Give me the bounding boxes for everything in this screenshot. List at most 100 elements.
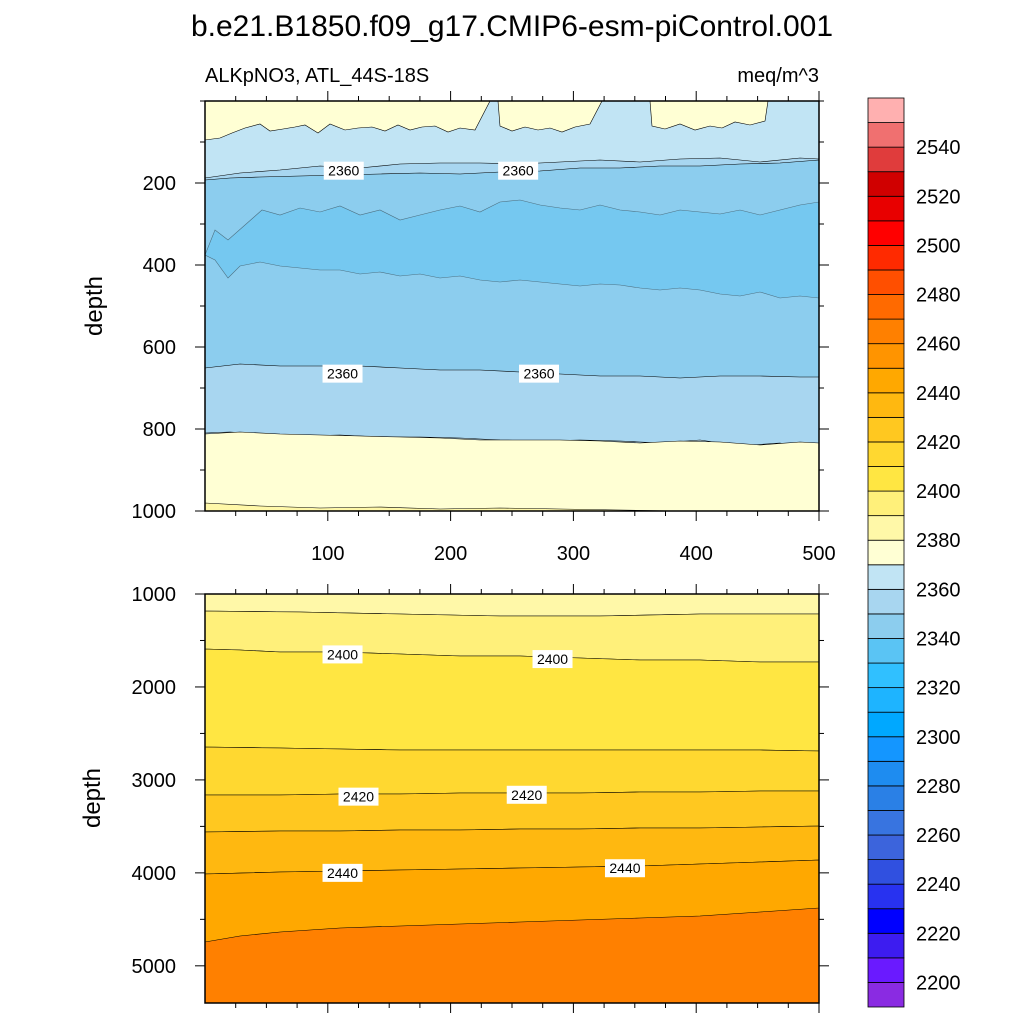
colorbar: 2200 2220 2240 2260 2280 2300 2320 2340 2360 2380… [867,97,961,1008]
colorbar-label: 2360 [916,579,961,601]
lower-band-2410 [205,648,819,752]
upper-band-surface-yellow-3 [649,101,769,131]
y-tick-label: 1000 [132,501,177,523]
colorbar-label: 2460 [916,334,961,356]
colorbar-swatch [867,490,905,517]
y-tick-label: 3000 [132,770,177,792]
colorbar-swatch [867,122,905,148]
colorbar-swatch [867,982,905,1008]
colorbar-label: 2380 [916,530,961,552]
y-tick-label: 5000 [132,956,177,978]
colorbar-swatch [867,711,905,738]
colorbar-swatch [867,466,905,492]
colorbar-label: 2520 [916,186,961,208]
upper-ylabel: depth [81,276,108,336]
colorbar-swatch [867,957,905,983]
colorbar-swatch [867,294,905,320]
colorbar-swatch [867,171,905,197]
colorbar-swatch [867,908,905,934]
colorbar-swatch [867,515,905,541]
lower-panel: 2400 2400 2420 2420 2440 2440 1000 2000 3000 400… [79,584,829,1013]
colorbar-swatch [867,588,905,615]
y-tick-label: 2000 [132,677,177,699]
upper-contour-labels: 2360 2360 2360 2360 [322,161,560,383]
colorbar-label: 2400 [916,481,961,503]
colorbar-label: 2480 [916,285,961,307]
y-tick-label: 800 [143,419,176,441]
colorbar-swatch [867,539,905,566]
colorbar-swatch [867,932,905,959]
colorbar-swatch [867,613,905,639]
contour-label: 2360 [323,161,364,180]
upper-axis-ticks: 100 200 300 400 500 200 400 600 800 1000 [132,91,836,565]
contour-label-text: 2440 [609,860,640,876]
upper-band-deep-yellow [205,431,819,511]
contour-label: 2400 [322,645,363,664]
colorbar-swatch [867,785,905,811]
colorbar-label: 2440 [916,383,961,405]
upper-panel: 2360 2360 2360 2360 100 200 300 400 500 200 400 60… [81,91,836,565]
colorbar-label: 2280 [916,776,961,798]
lower-contour-labels: 2400 2400 2420 2420 2440 2440 [322,645,645,882]
contour-label-text: 2400 [537,651,568,667]
colorbar-swatch [867,245,905,271]
contour-label: 2420 [506,785,547,804]
colorbar-label: 2220 [916,923,961,945]
contour-label-text: 2400 [327,646,358,662]
contour-label-text: 2420 [343,789,374,805]
y-tick-label: 200 [143,173,176,195]
colorbar-swatch [867,441,905,467]
upper-band-2390 [205,502,681,511]
colorbar-swatch [867,318,905,345]
y-tick-label: 1000 [132,584,177,606]
colorbar-swatch [867,834,905,860]
colorbar-label: 2260 [916,825,961,847]
lower-ylabel: depth [79,768,106,828]
contour-label: 2400 [532,650,573,669]
colorbar-swatch [867,367,905,394]
upper-band-surface-yellow [205,101,491,141]
contour-label-text: 2360 [523,366,554,382]
x-tick-label: 400 [680,543,713,565]
colorbar-swatch [867,146,905,173]
chart-subtitle-units: meq/m^3 [737,65,819,87]
x-tick-label: 100 [311,543,344,565]
y-tick-label: 600 [143,337,176,359]
colorbar-label: 2300 [916,727,961,749]
upper-band-2340 [205,159,819,379]
colorbar-swatch [867,859,905,885]
contour-label-text: 2440 [327,865,358,881]
colorbar-swatch [867,195,905,222]
colorbar-label: 2540 [916,137,961,159]
contour-label: 2360 [519,364,560,383]
contour-label-text: 2420 [511,787,542,803]
colorbar-swatch [867,883,905,910]
colorbar-swatch [867,638,905,664]
upper-band-surface-yellow-2 [497,101,603,133]
colorbar-swatch [867,416,905,443]
colorbar-label: 2420 [916,432,961,454]
colorbar-label: 2500 [916,235,961,257]
contour-label-text: 2360 [328,163,359,179]
colorbar-label: 2340 [916,628,961,650]
colorbar-swatch [867,736,905,762]
contour-label: 2420 [338,787,379,806]
contour-label: 2360 [498,161,539,180]
chart-subtitle-left: ALKpNO3, ATL_44S-18S [205,65,429,87]
y-tick-label: 400 [143,255,176,277]
x-tick-label: 300 [557,543,590,565]
contour-label-text: 2360 [327,366,358,382]
colorbar-swatch [867,687,905,713]
colorbar-swatch [867,343,905,369]
colorbar-label: 2200 [916,972,961,994]
colorbar-swatch [867,760,905,787]
contour-label: 2360 [322,364,363,383]
colorbar-swatch [867,97,905,123]
x-tick-label: 200 [434,543,467,565]
contour-label-text: 2360 [503,163,534,179]
colorbar-label: 2240 [916,874,961,896]
colorbar-swatch [867,810,905,836]
lower-axis-ticks: 1000 2000 3000 4000 5000 [132,584,829,1013]
y-tick-label: 4000 [132,863,177,885]
